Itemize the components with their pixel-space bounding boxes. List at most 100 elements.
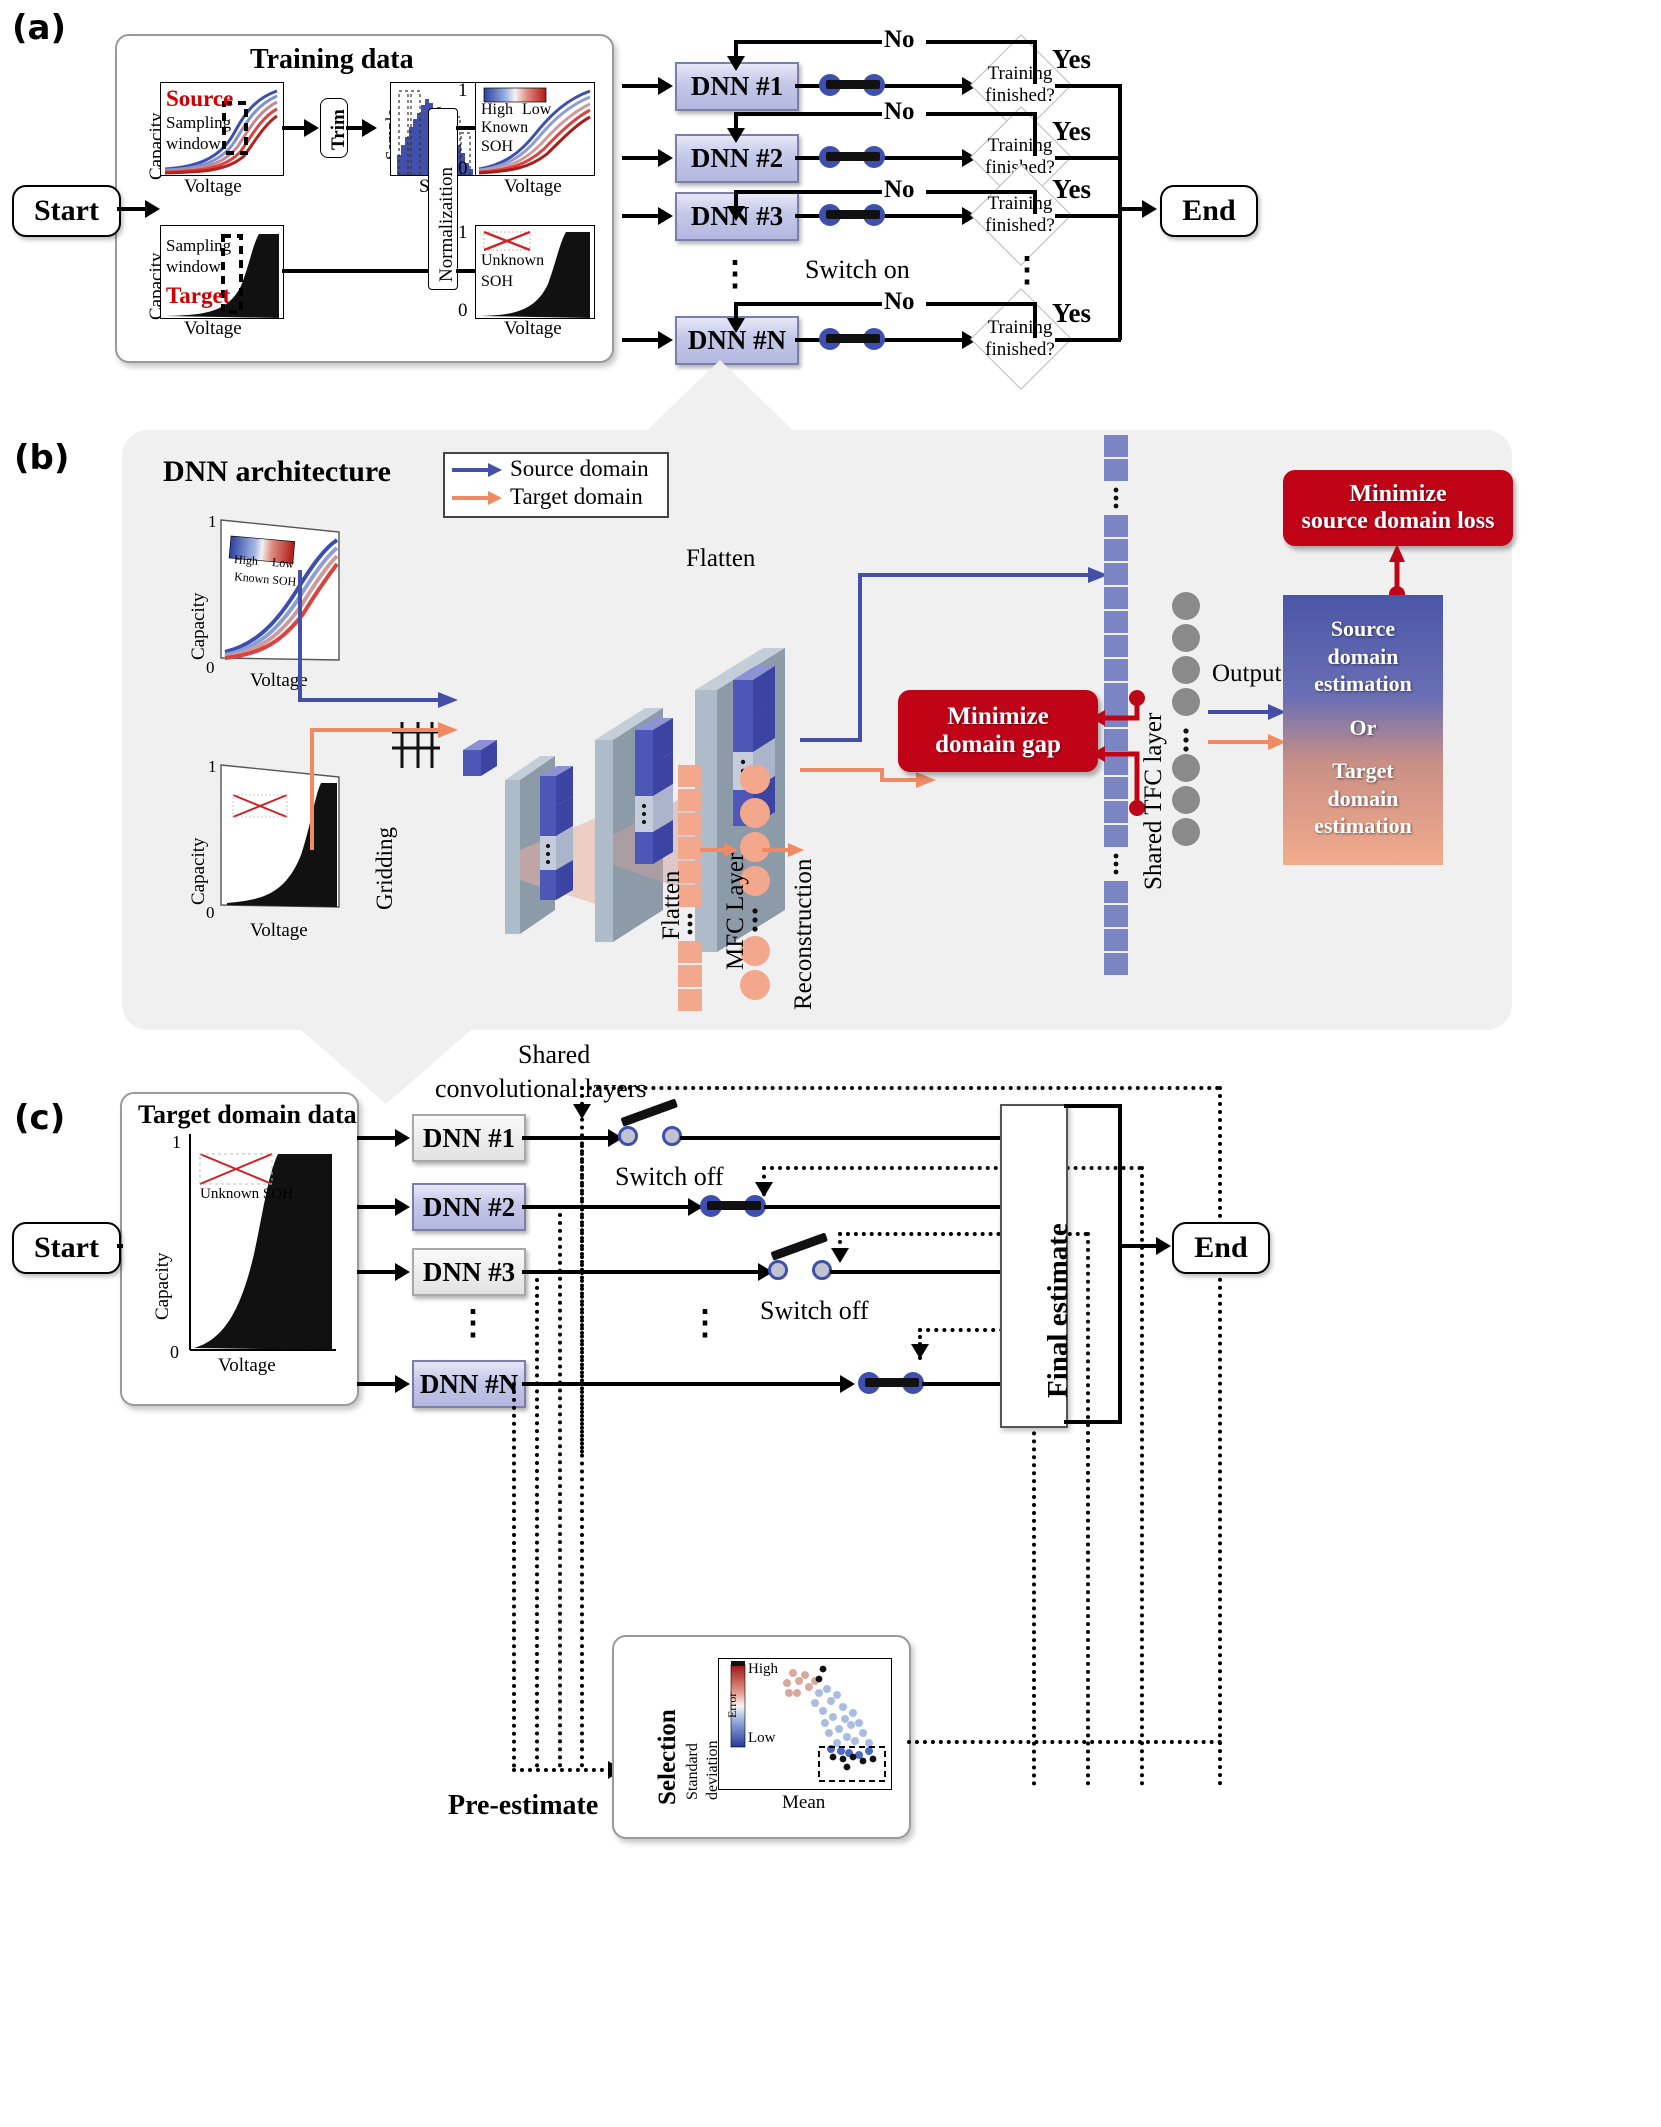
c-ctrl-dotted-3h xyxy=(838,1232,1088,1236)
a-row1-in-line xyxy=(622,84,660,88)
selection-colorbar-title: Error xyxy=(725,1692,739,1718)
c-target-plot xyxy=(188,1134,338,1354)
c-row1-in-line xyxy=(357,1136,397,1140)
a-no-line-2b xyxy=(926,112,1036,116)
unknown-plot-xlabel: Voltage xyxy=(504,318,562,339)
b-flatten-source-column-2 xyxy=(1104,705,1128,975)
minimize-loss-l1: Minimize xyxy=(1349,481,1447,508)
b-output-label: Output xyxy=(1212,660,1282,687)
c-ctrl-dotted-2r xyxy=(1140,1166,1144,1786)
source-plot xyxy=(160,82,284,176)
c-switch-dot-1a xyxy=(618,1126,638,1146)
a-rowN-in-line xyxy=(622,338,660,342)
a-no-vert-3l xyxy=(734,190,738,208)
trim-in-line xyxy=(282,126,306,130)
target-sampling-window-l1: Sampling xyxy=(166,236,232,255)
c-target-ylabel: Capacity xyxy=(152,1252,173,1320)
known-label-l2: SOH xyxy=(481,138,514,155)
a-yes-line-3 xyxy=(1055,214,1121,218)
c-ctrl-dotted-3r xyxy=(1086,1232,1090,1786)
c-row1-in-arrow xyxy=(395,1129,410,1147)
c-row3-line-b xyxy=(830,1270,1000,1274)
c-rowN-in-arrow xyxy=(395,1375,410,1393)
trim-out-line xyxy=(346,126,364,130)
c-ctrl-arrow-2 xyxy=(755,1182,773,1197)
c-target-ytop: 1 xyxy=(172,1132,181,1152)
b-source-ytop: 1 xyxy=(208,512,217,531)
b-loss-connector xyxy=(1389,544,1405,602)
b-est-source-l2: domain xyxy=(1327,643,1399,669)
panel-c-pointer-down xyxy=(301,1030,471,1104)
source-sampling-window-l2: window xyxy=(166,134,221,153)
target-to-norm xyxy=(282,269,428,273)
b-source-ybot: 0 xyxy=(206,658,215,677)
a-yes-label-1: Yes xyxy=(1052,44,1091,74)
b-tfc-nodes xyxy=(1172,592,1200,846)
panel-b-legend xyxy=(443,452,669,518)
b-mfc-layer-label: MFC Layer xyxy=(722,852,749,970)
c-ctrl-dotted-3 xyxy=(838,1232,842,1260)
selection-colorbar-low: Low xyxy=(748,1730,776,1746)
panel-b-pointer-up xyxy=(645,360,795,432)
b-target-ybot: 0 xyxy=(206,903,215,922)
a-dots-left: ⋮ xyxy=(718,256,752,293)
b-reconstruction-label: Reconstruction xyxy=(790,858,817,1010)
known-label-l1: Known xyxy=(481,119,529,136)
selection-label: Selection xyxy=(654,1709,681,1805)
b-output-arrows xyxy=(1208,704,1286,750)
c-preestimate-label: Pre-estimate xyxy=(448,1790,599,1821)
a-no-line-Nb xyxy=(926,302,1036,306)
panel-c-label: (c) xyxy=(14,1098,66,1138)
b-conv-out-routing xyxy=(800,567,1108,788)
source-tag: Source xyxy=(166,86,234,111)
c-ctrl-dotted-2h xyxy=(762,1166,1142,1170)
target-curves xyxy=(165,234,279,318)
unknown-label-l2: SOH xyxy=(481,273,514,290)
known-colorbar-low: Low xyxy=(522,101,552,118)
a-switch-bar-1 xyxy=(826,80,880,89)
b-est-source-l3: estimation xyxy=(1314,671,1412,696)
c-tap-1 xyxy=(580,1136,584,1768)
minimize-gap-l1: Minimize xyxy=(947,703,1049,730)
c-rowN-line xyxy=(522,1382,852,1386)
c-switch-dot-1b xyxy=(662,1126,682,1146)
unknown-curve xyxy=(479,230,590,318)
c-final-out-line xyxy=(1064,1104,1122,1108)
c-target-unknown-label: Unknown SOH xyxy=(200,1186,293,1202)
c-dots-mid: ⋮ xyxy=(688,1305,722,1342)
target-tag: Target xyxy=(166,283,231,308)
a-no-arrow-3 xyxy=(727,206,745,221)
start-arrow-head-a xyxy=(145,200,160,218)
known-plot-ybot: 0 xyxy=(458,158,468,179)
a-no-label-1: No xyxy=(884,26,915,53)
a-decision-text-3b: finished? xyxy=(985,215,1055,236)
c-end-arrow xyxy=(1156,1237,1171,1255)
c-switch-off-label-1: Switch off xyxy=(615,1162,724,1191)
minimize-source-loss-box: Minimize source domain loss xyxy=(1283,470,1513,546)
a-row3-in-line xyxy=(622,214,660,218)
c-row1-line-b xyxy=(680,1136,1000,1140)
a-no-line-3b xyxy=(926,190,1036,194)
normalization-label: Normalizaition xyxy=(436,166,457,282)
a-decision-text-1a: Training xyxy=(987,63,1053,84)
a-decision-text-2a: Training xyxy=(987,135,1053,156)
b-est-source-l1: Source xyxy=(1330,616,1396,641)
c-dots-left: ⋮ xyxy=(456,1305,490,1342)
c-switch-off-label-2: Switch off xyxy=(760,1296,869,1325)
source-sampling-window-l1: Sampling xyxy=(166,113,232,132)
legend-source-label: Source domain xyxy=(510,456,649,481)
a-switch-bar-3 xyxy=(826,210,880,219)
c-row2-in-arrow xyxy=(395,1198,410,1216)
c-ctrl-dotted-2 xyxy=(762,1166,766,1196)
c-ctrl-dotted-4h xyxy=(918,1328,1036,1332)
c-dnn-box-N: DNN #N xyxy=(412,1360,526,1408)
c-row2-in-line xyxy=(357,1205,397,1209)
a-no-vert-3r xyxy=(1033,190,1037,214)
a-no-vert-1l xyxy=(734,40,738,58)
c-tap-4 xyxy=(512,1382,516,1768)
known-soh-plot xyxy=(475,82,595,176)
b-source-inner-high: High xyxy=(233,551,259,569)
c-switch-bar-N xyxy=(865,1378,919,1387)
b-estimation-box: Source domain estimation Or Target domai… xyxy=(1283,595,1443,865)
start-button-c: Start xyxy=(12,1222,121,1274)
